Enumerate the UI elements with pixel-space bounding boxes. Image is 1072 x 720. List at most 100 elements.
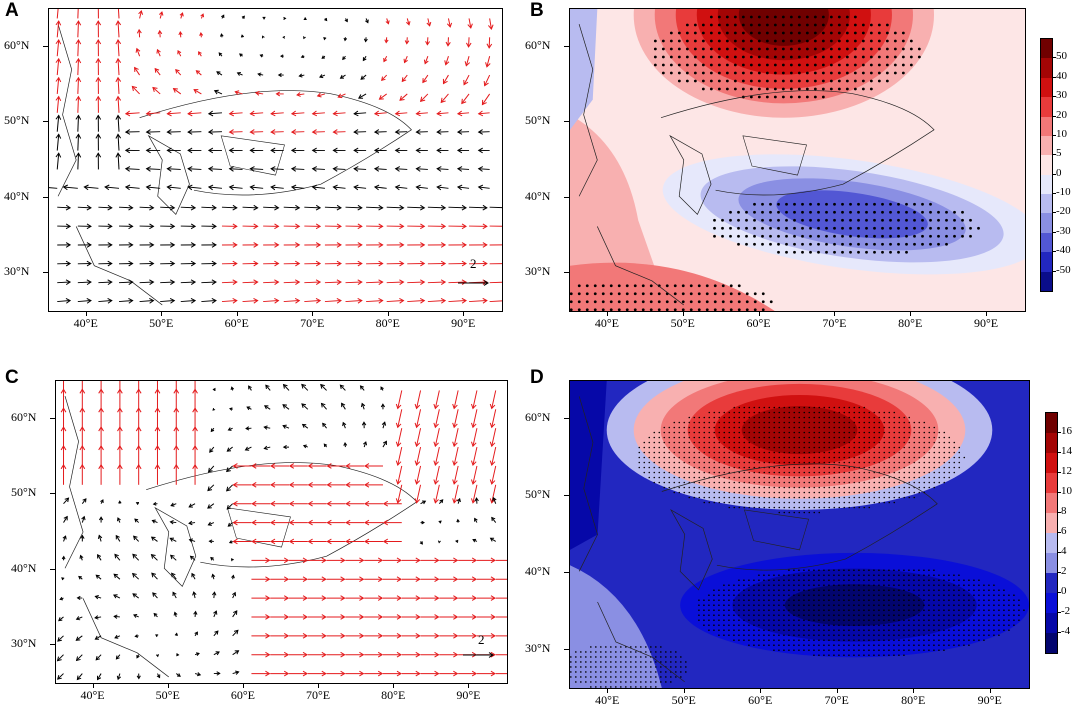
wind-vector [187, 110, 202, 117]
wind-vector [311, 110, 325, 117]
wind-vector [228, 110, 243, 117]
wind-vector [77, 204, 92, 211]
wind-vector [231, 574, 235, 580]
wind-vector [386, 260, 405, 267]
wind-vector [218, 52, 223, 57]
panel-a-lon-tick-mark [312, 311, 314, 316]
wind-vector [139, 297, 155, 304]
wind-vector [132, 593, 139, 599]
wind-vector [179, 12, 184, 19]
panel-a-lat-tick-mark [43, 45, 48, 47]
wind-vector [326, 614, 346, 620]
wind-vector [199, 32, 204, 38]
wind-vector [303, 36, 306, 40]
wind-vector [270, 463, 290, 469]
wind-vector [427, 297, 447, 304]
wind-vector [456, 184, 470, 191]
wind-vector [210, 556, 215, 561]
wind-vector [251, 538, 271, 545]
wind-vector [98, 242, 113, 248]
wind-vector [115, 152, 122, 170]
wind-vector [232, 650, 240, 656]
wind-vector [289, 614, 308, 620]
wind-vector [439, 632, 459, 639]
wind-vector [353, 129, 367, 135]
wind-vector [382, 651, 402, 658]
wind-vector [448, 260, 467, 267]
colorbar-segment [1046, 513, 1057, 533]
wind-vector [270, 576, 290, 583]
wind-vector [251, 481, 271, 488]
panel-c-lon-tick-label: 80°E [381, 688, 406, 702]
wind-vector [394, 110, 408, 117]
wind-vector [251, 651, 271, 658]
wind-vector [251, 576, 271, 583]
wind-vector [118, 204, 134, 211]
wind-vector [136, 673, 141, 680]
wind-vector [433, 428, 440, 448]
wind-vector [166, 147, 181, 154]
wind-vector [98, 426, 104, 448]
wind-vector [439, 670, 459, 677]
wind-vector [304, 242, 322, 248]
wind-vector [386, 204, 405, 211]
colorbar-B-label: 0 [1056, 166, 1062, 179]
wind-vector [156, 48, 161, 57]
wind-vector [288, 481, 308, 488]
panel-a-lon-tick-mark [387, 311, 389, 316]
wind-vector [97, 554, 102, 561]
wind-vector [289, 651, 308, 658]
wind-vector [423, 56, 429, 65]
colorbar-tick [1052, 193, 1056, 195]
wind-vector [134, 66, 141, 76]
contour-band [738, 9, 829, 46]
wind-vector [420, 576, 440, 583]
wind-vector [395, 465, 403, 485]
wind-vector [155, 634, 159, 638]
wind-vector [422, 74, 429, 84]
wind-vector [60, 463, 67, 485]
wind-vector [270, 595, 290, 601]
wind-vector [489, 206, 502, 209]
wind-vector [232, 463, 252, 469]
wind-vector [456, 129, 470, 135]
wind-vector [345, 204, 363, 211]
wind-vector [55, 57, 62, 76]
wind-vector [76, 673, 83, 681]
wind-vector [119, 242, 134, 248]
wind-vector [115, 39, 122, 57]
colorbar-segment [1046, 533, 1057, 553]
wind-vector [180, 260, 197, 267]
wind-vector [380, 403, 386, 410]
wind-vector [458, 595, 478, 601]
panel-label-c: C [5, 367, 19, 388]
wind-vector [332, 147, 346, 154]
panel-d-lon-tick-mark [913, 688, 915, 693]
panel-d-lon-tick-label: 90°E [977, 693, 1002, 707]
wind-vector [117, 444, 123, 466]
wind-vector [187, 166, 202, 172]
wind-vector [75, 20, 82, 38]
panel-a-lon-tick-label: 80°E [375, 316, 400, 330]
wind-vector [290, 147, 305, 154]
wind-vector [117, 463, 123, 485]
panel-d-lat-tick-label: 60°N [525, 410, 551, 425]
panel-d-lon-tick-label: 40°E [595, 693, 620, 707]
wind-vector [249, 110, 264, 117]
wind-vector [124, 166, 140, 172]
panel-b-lon-tick-label: 50°E [670, 316, 695, 330]
wind-vector [290, 184, 305, 191]
wind-vector [465, 37, 472, 48]
wind-vector [311, 166, 325, 172]
panel-a-lon-tick-mark [463, 311, 465, 316]
wind-vector [492, 496, 497, 504]
wind-vector [100, 499, 104, 504]
wind-vector [133, 535, 140, 542]
wind-vector [495, 559, 507, 561]
wind-vector [194, 631, 198, 637]
wind-vector [95, 39, 102, 57]
wind-vector [114, 553, 121, 561]
wind-vector [320, 383, 327, 391]
panel-c-lon-tick-label: 70°E [306, 688, 331, 702]
wind-vector [395, 446, 403, 467]
